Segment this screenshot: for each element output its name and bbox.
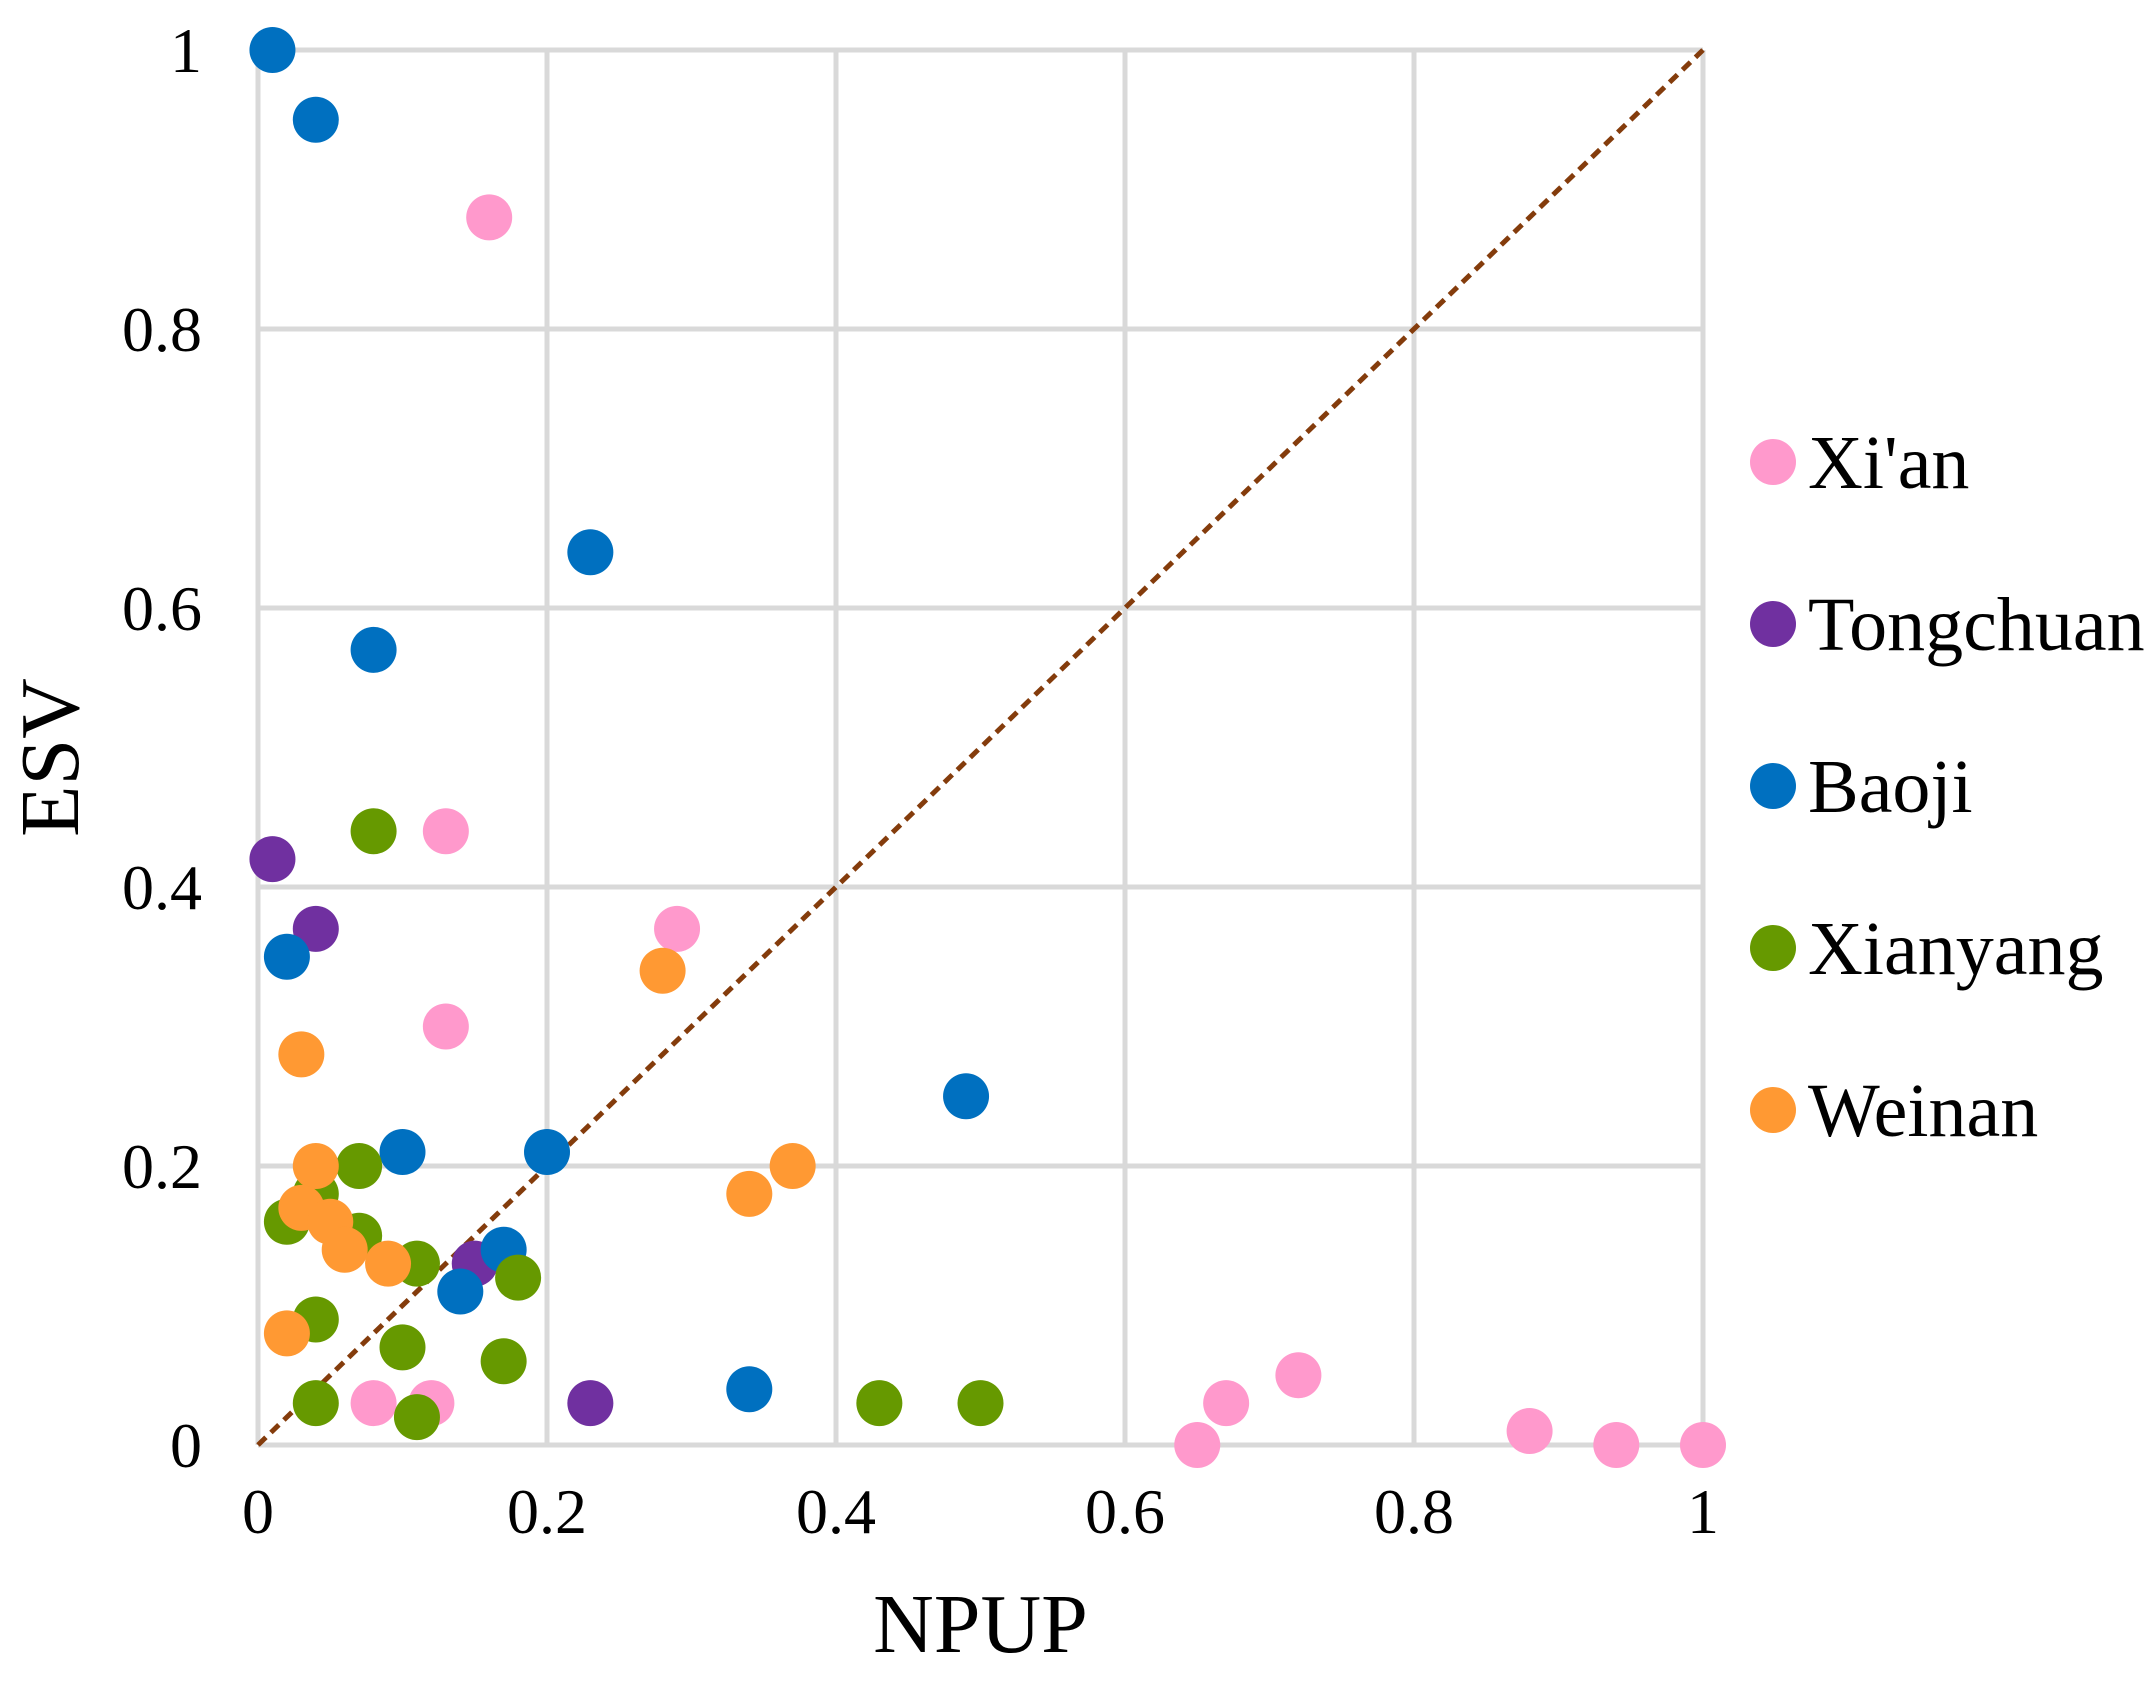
tick-labels-layer: 0 0.2 0.4 0.6 0.8 1 0 0.2 0.4 0.6 0.8 1 xyxy=(122,15,1719,1547)
data-point-weinan xyxy=(263,1310,310,1357)
data-point-baoji xyxy=(726,1366,773,1413)
legend-label-tongchuan: Tongchuan xyxy=(1808,583,2145,667)
legend: Xi'an Tongchuan Baoji Xianyang Weinan xyxy=(1750,421,2145,1153)
x-tick-label: 0 xyxy=(242,1476,274,1547)
data-point-xianyang xyxy=(856,1380,903,1427)
legend-label-xianyang: Xianyang xyxy=(1808,907,2103,991)
data-point-weinan xyxy=(769,1143,816,1189)
data-point-xi-an xyxy=(1174,1422,1221,1468)
data-point-baoji xyxy=(437,1268,484,1315)
data-point-xi-an xyxy=(1275,1352,1322,1399)
data-point-weinan xyxy=(278,1031,325,1078)
y-tick-label: 0.2 xyxy=(122,1131,202,1202)
y-tick-label: 0.8 xyxy=(122,294,202,365)
data-point-tongchuan xyxy=(292,905,339,952)
data-point-tongchuan xyxy=(567,1380,614,1427)
data-point-xi-an xyxy=(654,905,701,952)
data-point-weinan xyxy=(292,1143,339,1189)
data-point-weinan xyxy=(639,947,686,994)
grid-layer xyxy=(255,47,1706,1448)
data-point-xi-an xyxy=(1203,1380,1250,1427)
y-tick-label: 0.6 xyxy=(122,573,202,644)
data-point-baoji xyxy=(350,626,397,673)
y-tick-label: 0 xyxy=(170,1410,202,1481)
data-point-xi-an xyxy=(1506,1408,1553,1455)
data-point-tongchuan xyxy=(249,836,296,883)
data-point-weinan xyxy=(726,1170,773,1217)
data-point-xi-an xyxy=(422,1003,469,1050)
legend-marker-xi-an xyxy=(1750,439,1796,485)
y-tick-label: 0.4 xyxy=(122,852,202,923)
data-point-xi-an xyxy=(350,1380,397,1427)
data-point-xi-an xyxy=(1593,1422,1640,1468)
data-point-weinan xyxy=(365,1240,412,1287)
x-tick-label: 1 xyxy=(1687,1476,1719,1547)
legend-marker-tongchuan xyxy=(1750,601,1796,647)
data-point-xi-an xyxy=(422,808,469,855)
reference-line-layer xyxy=(256,48,1705,1447)
data-point-baoji xyxy=(249,27,296,73)
legend-label-xi-an: Xi'an xyxy=(1808,421,1969,505)
y-axis-title: ESV xyxy=(4,678,97,837)
data-point-xianyang xyxy=(336,1143,383,1189)
data-point-xianyang xyxy=(495,1254,542,1301)
data-point-xianyang xyxy=(393,1394,440,1441)
data-point-xianyang xyxy=(957,1380,1004,1427)
legend-label-baoji: Baoji xyxy=(1808,745,1973,829)
x-tick-label: 0.6 xyxy=(1085,1476,1165,1547)
x-axis-title: NPUP xyxy=(873,1578,1088,1671)
data-point-xianyang xyxy=(292,1380,339,1427)
data-point-weinan xyxy=(321,1226,368,1273)
legend-marker-weinan xyxy=(1750,1087,1796,1133)
x-tick-label: 0.8 xyxy=(1374,1476,1454,1547)
y-tick-label: 1 xyxy=(170,15,202,86)
data-point-baoji xyxy=(524,1129,570,1176)
data-point-baoji xyxy=(292,96,339,143)
legend-label-weinan: Weinan xyxy=(1808,1069,2038,1153)
data-point-xianyang xyxy=(350,808,397,855)
legend-marker-xianyang xyxy=(1750,925,1796,971)
data-point-xianyang xyxy=(480,1338,527,1385)
data-point-baoji xyxy=(379,1129,426,1176)
data-points-layer xyxy=(249,27,1726,1468)
legend-marker-baoji xyxy=(1750,763,1796,809)
data-point-xi-an xyxy=(1680,1422,1726,1468)
x-tick-label: 0.4 xyxy=(796,1476,876,1547)
data-point-baoji xyxy=(263,933,310,980)
data-point-xianyang xyxy=(379,1324,426,1371)
data-point-baoji xyxy=(567,529,614,576)
data-point-baoji xyxy=(943,1073,990,1120)
reference-diagonal-line xyxy=(256,48,1705,1447)
data-point-xi-an xyxy=(466,194,513,241)
x-tick-label: 0.2 xyxy=(507,1476,587,1547)
